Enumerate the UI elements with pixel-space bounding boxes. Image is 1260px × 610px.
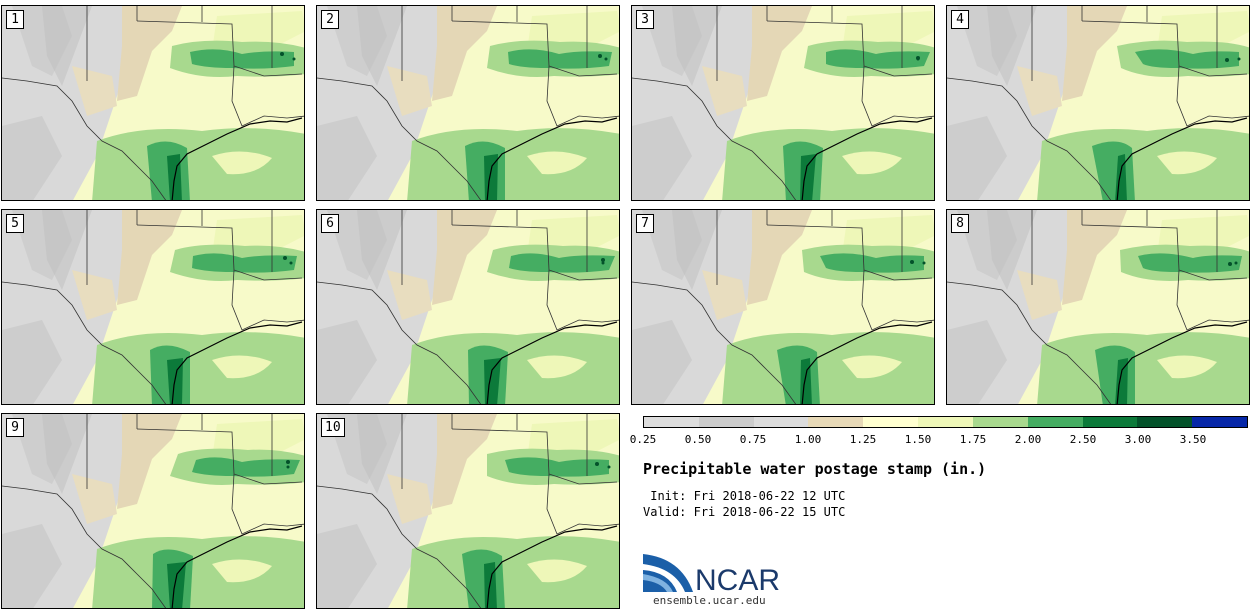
member-label: 5	[6, 214, 24, 233]
member-panel-2: 2	[316, 5, 620, 201]
colorbar-swatch	[753, 417, 809, 427]
member-panel-8: 8	[946, 209, 1250, 405]
member-panel-6: 6	[316, 209, 620, 405]
colorbar-tick-label: 0.50	[684, 433, 712, 446]
member-label: 8	[951, 214, 969, 233]
valid-time: Valid: Fri 2018-06-22 15 UTC	[643, 505, 845, 519]
colorbar-swatch	[1027, 417, 1083, 427]
member-panel-4: 4	[946, 5, 1250, 201]
precip-water-map-4	[947, 6, 1249, 200]
valid-value: Fri 2018-06-22 15 UTC	[693, 505, 846, 519]
member-label: 2	[321, 10, 339, 29]
precip-water-map-6	[317, 210, 619, 404]
colorbar-swatch	[644, 417, 699, 427]
colorbar-tick-label: 0.75	[739, 433, 767, 446]
member-panel-1: 1	[1, 5, 305, 201]
colorbar-tick-label: 3.00	[1124, 433, 1152, 446]
member-label: 4	[951, 10, 969, 29]
colorbar-swatch	[1082, 417, 1138, 427]
colorbar-swatch	[972, 417, 1028, 427]
precip-water-map-3	[632, 6, 934, 200]
colorbar-tick-label: 1.50	[904, 433, 932, 446]
precip-water-map-7	[632, 210, 934, 404]
colorbar-tick-label: 3.50	[1179, 433, 1207, 446]
member-panel-10: 10	[316, 413, 620, 609]
member-label: 7	[636, 214, 654, 233]
member-label: 6	[321, 214, 339, 233]
init-value: Fri 2018-06-22 12 UTC	[693, 489, 846, 503]
member-label: 3	[636, 10, 654, 29]
precip-water-map-9	[2, 414, 304, 608]
branding-url: ensemble.ucar.edu	[653, 594, 766, 607]
ncar-logo: NCAR	[643, 554, 780, 597]
precip-water-map-1	[2, 6, 304, 200]
colorbar-swatch	[698, 417, 754, 427]
member-label: 1	[6, 10, 24, 29]
init-label: Init:	[643, 489, 687, 503]
member-panel-5: 5	[1, 209, 305, 405]
colorbar-swatch	[1137, 417, 1193, 427]
colorbar-swatch	[1192, 417, 1247, 427]
member-panel-3: 3	[631, 5, 935, 201]
colorbar-tick-label: 0.25	[629, 433, 657, 446]
colorbar-swatch	[918, 417, 973, 427]
member-panel-7: 7	[631, 209, 935, 405]
colorbar-tick-label: 1.25	[849, 433, 877, 446]
figure-title: Precipitable water postage stamp (in.)	[643, 460, 987, 478]
init-time: Init: Fri 2018-06-22 12 UTC	[643, 489, 845, 503]
colorbar-tick-label: 2.00	[1014, 433, 1042, 446]
colorbar-swatch	[808, 417, 864, 427]
precip-water-map-8	[947, 210, 1249, 404]
logo-text: NCAR	[695, 564, 780, 597]
colorbar-swatch	[863, 417, 919, 427]
precip-water-map-10	[317, 414, 619, 608]
colorbar-tick-label: 2.50	[1069, 433, 1097, 446]
precip-water-map-2	[317, 6, 619, 200]
member-label: 10	[321, 418, 345, 437]
valid-label: Valid:	[643, 505, 687, 519]
colorbar	[643, 416, 1248, 428]
colorbar-tick-label: 1.75	[959, 433, 987, 446]
colorbar-tick-label: 1.00	[794, 433, 822, 446]
precip-water-map-5	[2, 210, 304, 404]
member-panel-9: 9	[1, 413, 305, 609]
member-label: 9	[6, 418, 24, 437]
